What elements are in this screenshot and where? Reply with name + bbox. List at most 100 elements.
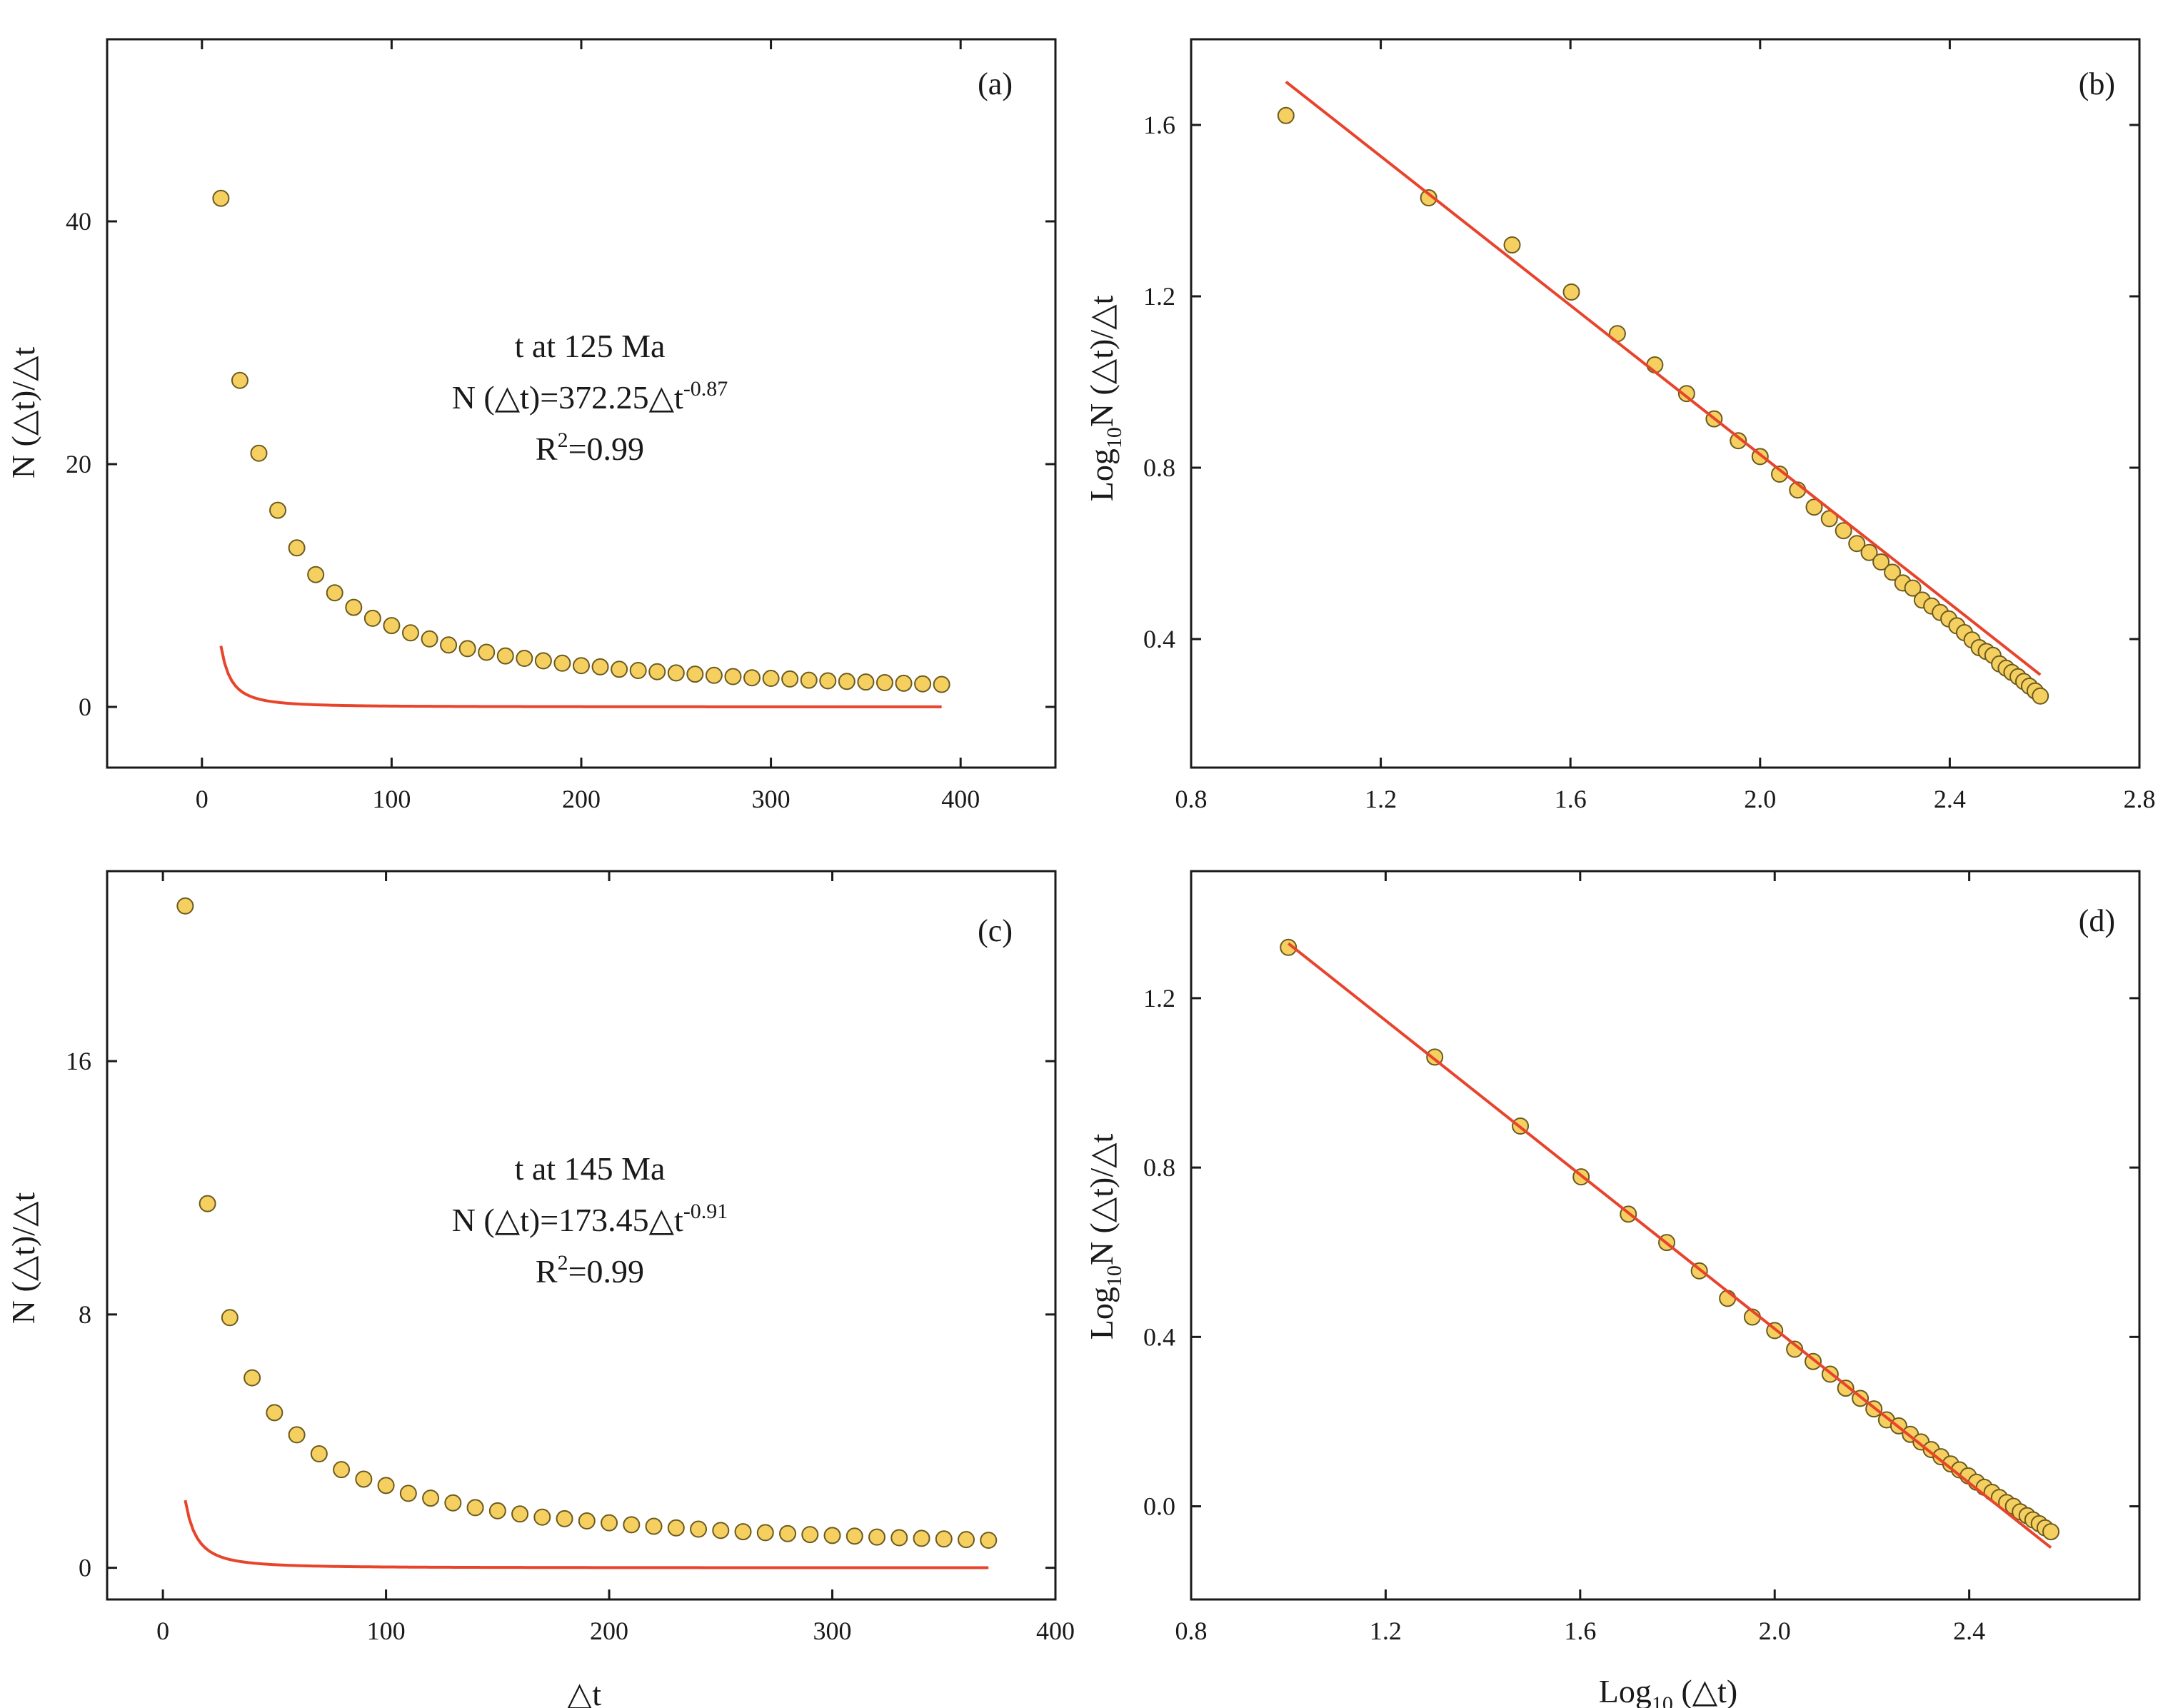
panel-a-point xyxy=(421,630,438,648)
panel-c-point xyxy=(913,1529,930,1547)
panel-d-ytick-label: 0.8 xyxy=(1143,1153,1175,1182)
panel-c-point xyxy=(690,1520,708,1538)
panel-b-point xyxy=(1884,563,1902,581)
panel-c-point xyxy=(221,1309,239,1327)
panel-a-anno-equation: N (△t)=372.25△t-0.87 xyxy=(452,377,728,416)
panel-c-plot: 0 100 200 300 400 0 8 16 xyxy=(66,870,1075,1645)
panel-a-ytick-label: 40 xyxy=(66,207,91,236)
panel-c-xlabel: △t xyxy=(567,1676,601,1708)
panel-d-xtick-label: 2.0 xyxy=(1759,1617,1791,1645)
panel-b-point xyxy=(1277,106,1295,124)
panel-b-point xyxy=(1820,510,1838,528)
panel-a-anno-r2: R2=0.99 xyxy=(536,428,644,467)
panel-a-fit-line xyxy=(219,645,942,708)
panel-a-point xyxy=(895,674,913,692)
panel-a-r2-rest: =0.99 xyxy=(568,431,644,467)
panel-a-point xyxy=(762,670,780,688)
panel-a-point xyxy=(326,584,343,602)
panel-d-fit-line xyxy=(1287,942,2052,1549)
panel-c-point xyxy=(422,1490,440,1507)
panel-c-point xyxy=(533,1508,551,1526)
panel-a-point xyxy=(383,617,401,635)
panel-a-point xyxy=(458,640,476,658)
panel-c: 0 100 200 300 400 0 8 16 (c) t at 145 Ma N (△t)… xyxy=(5,870,1075,1708)
panel-a-point xyxy=(573,657,590,675)
panel-c-ytick-label: 16 xyxy=(66,1047,91,1075)
panel-a-point xyxy=(496,647,514,665)
panel-b-ytick-label: 1.2 xyxy=(1143,282,1175,311)
panel-d-ylabel: Log10N (△t)/△t xyxy=(1083,1134,1126,1340)
panel-a-point xyxy=(212,189,230,207)
panel-b-plot: 0.8 1.2 1.6 2.0 2.4 2.8 0.4 0.8 1.2 1.6 xyxy=(1143,38,2156,813)
panel-b-point xyxy=(1805,498,1823,516)
panel-b-point xyxy=(1848,535,1866,553)
panel-b-point xyxy=(1420,189,1437,206)
panel-a-point xyxy=(534,652,552,670)
panel-d-ytick-label: 0.4 xyxy=(1143,1322,1175,1351)
panel-c-point xyxy=(623,1516,641,1534)
panel-b-point xyxy=(1730,432,1747,450)
panel-c-point xyxy=(310,1445,328,1462)
panel-d-xtick-label: 0.8 xyxy=(1175,1617,1208,1645)
panel-a-point xyxy=(781,670,799,688)
panel-b-xtick-label: 2.8 xyxy=(2124,785,2156,813)
panel-c-ytick-label: 0 xyxy=(79,1554,91,1582)
panel-a-point xyxy=(440,636,458,654)
panel-b-xtick-label: 2.4 xyxy=(1934,785,1966,813)
panel-c-point xyxy=(488,1502,506,1519)
panel-c-point xyxy=(601,1514,618,1532)
panel-a-ylabel: N (△t)/△t xyxy=(5,347,41,479)
panel-b-point xyxy=(1835,522,1852,540)
panel-b-point xyxy=(1860,543,1878,561)
panel-c-point xyxy=(399,1485,417,1502)
panel-c-point xyxy=(466,1499,484,1517)
panel-b-ylabel-sub: 10 xyxy=(1103,427,1126,448)
panel-c-point xyxy=(801,1526,819,1544)
panel-a-ytick-label: 0 xyxy=(79,693,91,721)
panel-a-point xyxy=(345,598,363,616)
panel-a-point xyxy=(667,664,685,682)
panel-a-point xyxy=(933,675,950,693)
panel-c-point xyxy=(645,1517,663,1535)
panel-b-point xyxy=(1904,579,1922,597)
panel-c-point xyxy=(444,1494,462,1512)
panel-c-frame xyxy=(106,870,1057,1601)
panel-c-anno-equation: N (△t)=173.45△t-0.91 xyxy=(452,1200,728,1238)
panel-d-ylabel-rest: N (△t)/△t xyxy=(1083,1134,1120,1266)
panel-a-xtick-label: 100 xyxy=(372,785,411,813)
panel-c-point xyxy=(980,1532,998,1549)
panel-a-point xyxy=(648,663,666,680)
panel-a-point xyxy=(819,672,837,690)
panel-c-anno-title: t at 145 Ma xyxy=(515,1150,666,1187)
panel-a-plot: 0 100 200 300 400 0 20 40 xyxy=(66,38,1057,813)
panel-a-point xyxy=(516,650,533,667)
panel-a-annotation: t at 125 Ma N (△t)=372.25△t-0.87 R2=0.99 xyxy=(452,328,728,467)
panel-c-r2-sup: 2 xyxy=(558,1251,568,1275)
panel-c-anno-r2: R2=0.99 xyxy=(536,1251,644,1290)
panel-a-point xyxy=(629,662,647,679)
panel-a-point xyxy=(250,444,268,462)
panel-a-point xyxy=(857,673,875,691)
panel-b-frame xyxy=(1190,38,2141,769)
panel-c-eq-base: N (△t)=173.45△t xyxy=(452,1202,683,1238)
panel-b-point xyxy=(1771,466,1789,483)
panel-b-xtick-label: 1.2 xyxy=(1365,785,1397,813)
panel-a-ytick-label: 20 xyxy=(66,450,91,478)
panel-c-xtick-label: 100 xyxy=(367,1617,406,1645)
panel-a-eq-base: N (△t)=372.25△t xyxy=(452,379,683,416)
panel-a-point xyxy=(591,658,609,675)
panel-b-ytick-label: 1.6 xyxy=(1143,111,1175,139)
panel-c-point xyxy=(712,1522,730,1539)
panel-a-letter: (a) xyxy=(978,66,1013,101)
panel-d-ytick-label: 0.0 xyxy=(1143,1492,1175,1521)
panel-a-point xyxy=(269,501,287,519)
panel-c-point xyxy=(578,1512,596,1530)
panel-c-ylabel: N (△t)/△t xyxy=(5,1192,41,1325)
panel-a-point xyxy=(288,539,306,557)
panel-a-point xyxy=(686,665,704,683)
panel-b-xtick-label: 0.8 xyxy=(1175,785,1208,813)
panel-b-ylabel-log: Log xyxy=(1083,448,1120,501)
panel-a: 0 100 200 300 400 0 20 40 (a) t at 125 Ma N (△t… xyxy=(5,38,1057,813)
panel-a-point xyxy=(743,669,761,687)
